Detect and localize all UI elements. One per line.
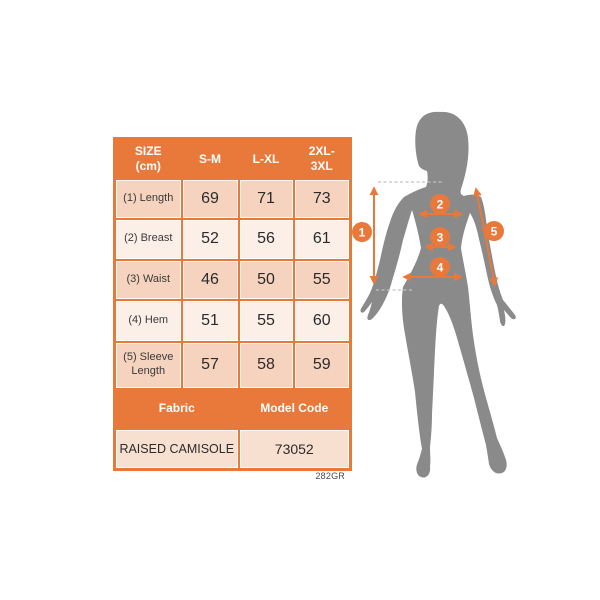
measurement-figure: 1 2 3 4 5 xyxy=(352,111,516,478)
row-label-length: (1) Length xyxy=(113,177,183,220)
marker-1-number: 1 xyxy=(359,226,366,240)
marker-4-number: 4 xyxy=(437,261,444,275)
table-row-breast: (2) Breast 52 56 61 xyxy=(113,217,352,261)
marker-5: 5 xyxy=(484,221,504,241)
hem-2xl3xl: 60 xyxy=(292,298,352,343)
col-header-sm: S-M xyxy=(180,137,240,180)
row-label-sleeve: (5) Sleeve Length xyxy=(113,340,183,390)
marker-4-circle xyxy=(430,257,450,277)
weight-note: 282GR xyxy=(315,471,345,481)
marker-2-circle xyxy=(430,194,450,214)
length-sm: 69 xyxy=(180,177,240,220)
sleeve-lxl: 58 xyxy=(237,340,295,390)
marker-1-circle xyxy=(352,222,372,242)
hem-lxl: 55 xyxy=(237,298,295,343)
marker-2: 2 xyxy=(430,194,450,214)
marker-5-number: 5 xyxy=(491,225,498,239)
model-code-value: 73052 xyxy=(237,427,352,471)
breast-sm: 52 xyxy=(180,217,240,261)
fabric-header: Fabric xyxy=(113,387,240,430)
marker-3-number: 3 xyxy=(437,231,444,245)
sleeve-arrow xyxy=(472,187,499,287)
size-table: SIZE (cm) S-M L-XL 2XL- 3XL (1) Length 6… xyxy=(113,137,352,471)
sleeve-sm: 57 xyxy=(180,340,240,390)
waist-lxl: 50 xyxy=(237,258,295,301)
marker-2-number: 2 xyxy=(437,198,444,212)
waist-sm: 46 xyxy=(180,258,240,301)
marker-3-circle xyxy=(430,227,450,247)
woman-silhouette xyxy=(360,111,516,478)
model-code-header: Model Code xyxy=(237,387,352,430)
breast-lxl: 56 xyxy=(237,217,295,261)
waist-2xl3xl: 55 xyxy=(292,258,352,301)
marker-5-circle xyxy=(484,221,504,241)
marker-3: 3 xyxy=(430,227,450,247)
table-row-sleeve: (5) Sleeve Length 57 58 59 xyxy=(113,340,352,390)
length-lxl: 71 xyxy=(237,177,295,220)
table-row-hem: (4) Hem 51 55 60 xyxy=(113,298,352,343)
row-label-breast: (2) Breast xyxy=(113,217,183,261)
table-footer-values: RAISED CAMISOLE 73052 xyxy=(113,427,352,471)
col-header-size: SIZE (cm) xyxy=(113,137,183,180)
col-header-lxl: L-XL xyxy=(237,137,295,180)
row-label-hem: (4) Hem xyxy=(113,298,183,343)
col-header-2xl3xl: 2XL- 3XL xyxy=(292,137,352,180)
marker-1: 1 xyxy=(352,222,372,242)
length-2xl3xl: 73 xyxy=(292,177,352,220)
table-footer-header: Fabric Model Code xyxy=(113,387,352,430)
row-label-waist: (3) Waist xyxy=(113,258,183,301)
table-row-length: (1) Length 69 71 73 xyxy=(113,177,352,220)
breast-2xl3xl: 61 xyxy=(292,217,352,261)
marker-4: 4 xyxy=(430,257,450,277)
fabric-value: RAISED CAMISOLE xyxy=(113,427,240,471)
sleeve-2xl3xl: 59 xyxy=(292,340,352,390)
hem-sm: 51 xyxy=(180,298,240,343)
table-row-waist: (3) Waist 46 50 55 xyxy=(113,258,352,301)
